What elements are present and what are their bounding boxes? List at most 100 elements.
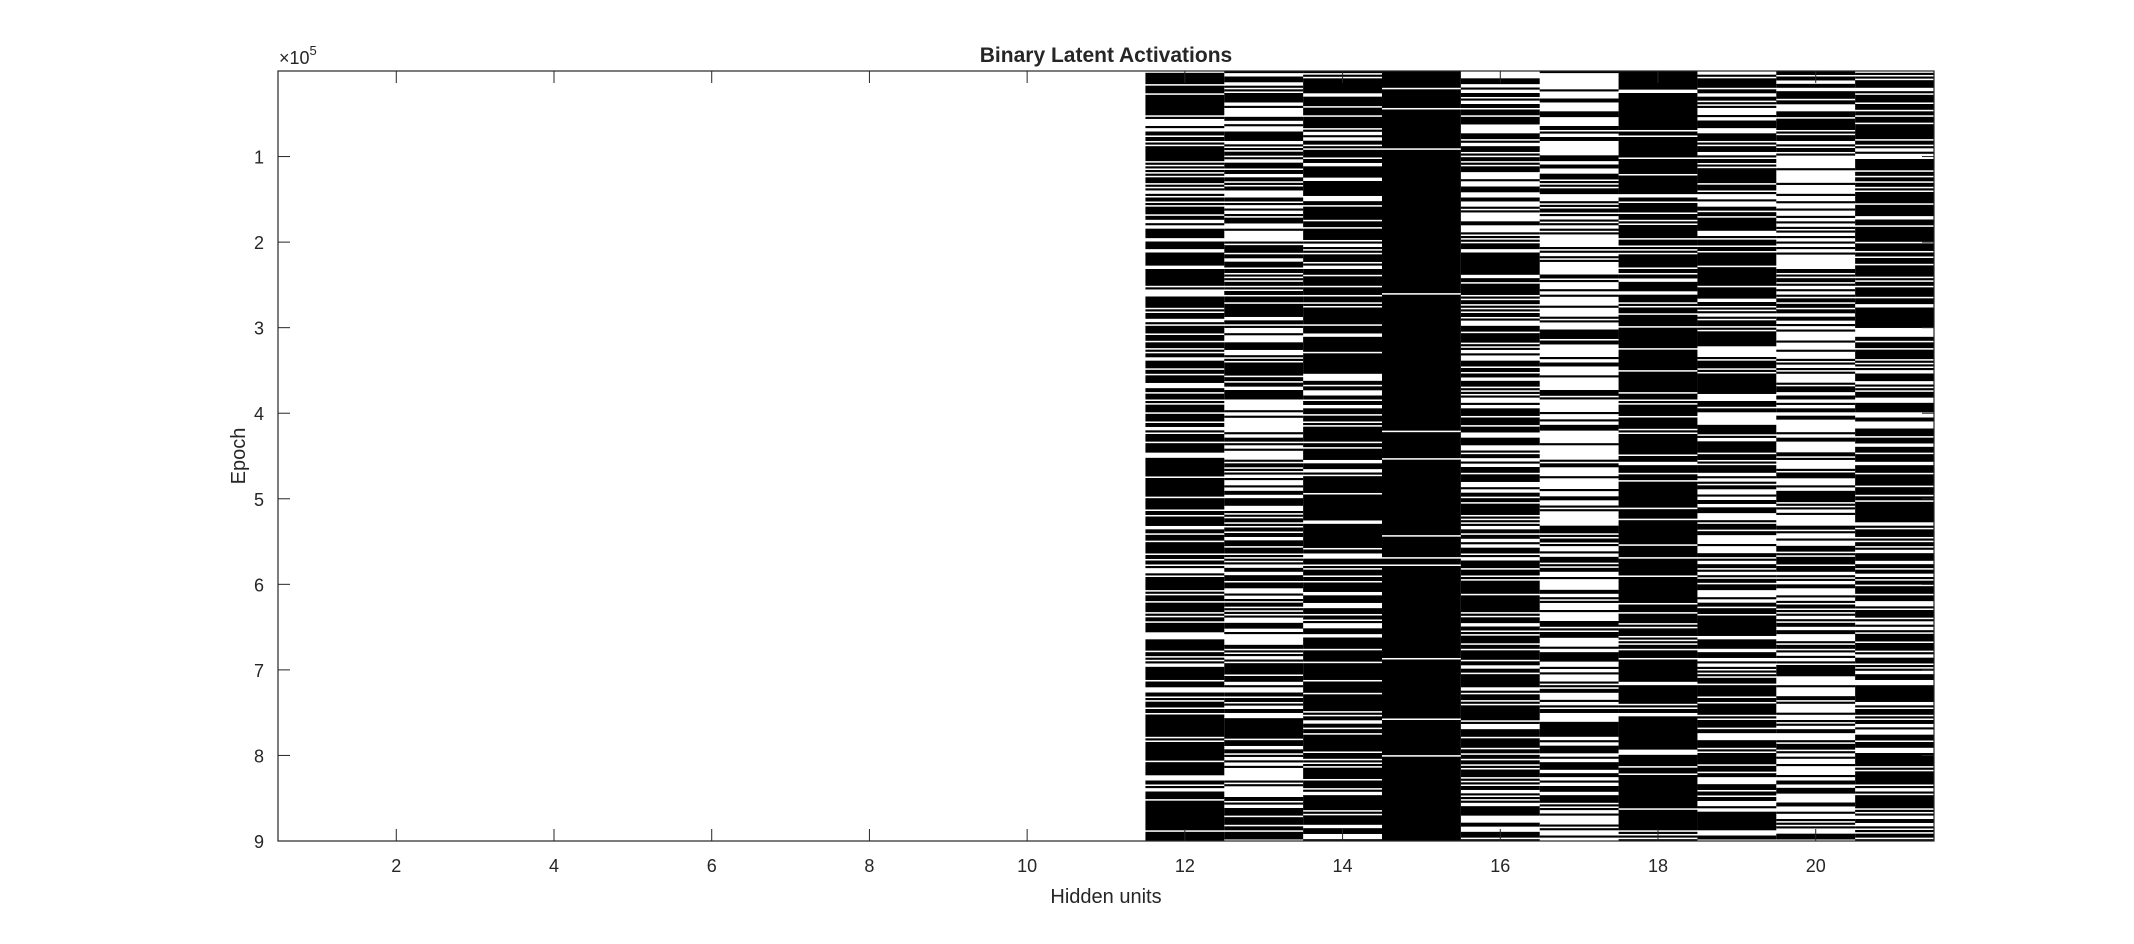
activation-band <box>1539 795 1619 803</box>
activation-band <box>1855 727 1934 730</box>
activation-band <box>1539 685 1619 688</box>
activation-band <box>1460 221 1540 226</box>
activation-band <box>1776 395 1856 400</box>
activation-band <box>1145 566 1225 569</box>
activation-band <box>1539 305 1619 308</box>
activation-band <box>1697 146 1777 152</box>
activation-band <box>1145 287 1225 290</box>
activation-band <box>1460 516 1540 519</box>
activation-band <box>1776 665 1856 677</box>
activation-band <box>1460 239 1540 242</box>
activation-band <box>1776 241 1856 244</box>
y-tick-label: 2 <box>254 233 264 253</box>
activation-band <box>1618 520 1698 545</box>
activation-band <box>1145 555 1225 559</box>
activation-band <box>1145 215 1225 220</box>
activation-band <box>1618 314 1698 327</box>
activation-band <box>1145 335 1225 341</box>
activation-band <box>1460 547 1540 554</box>
activation-band <box>1855 243 1934 251</box>
activation-band <box>1539 247 1619 250</box>
activation-band <box>1224 593 1304 596</box>
activation-band <box>1855 384 1934 387</box>
activation-band <box>1855 595 1934 602</box>
activation-band <box>1460 595 1540 613</box>
activation-band <box>1224 485 1304 488</box>
activation-band <box>1145 388 1225 393</box>
activation-band <box>1776 556 1856 565</box>
activation-band <box>1697 677 1777 684</box>
activation-band <box>1855 391 1934 398</box>
activation-band <box>1224 498 1304 506</box>
activation-band <box>1460 797 1540 800</box>
activation-band <box>1776 437 1856 442</box>
activation-band <box>1303 166 1382 178</box>
activation-band <box>1145 529 1225 534</box>
activation-band <box>1539 463 1619 468</box>
activation-band <box>1697 192 1777 195</box>
activation-band <box>1145 791 1225 800</box>
activation-band <box>1618 269 1698 273</box>
activation-band <box>1539 357 1619 360</box>
activation-band <box>1618 509 1698 519</box>
activation-band <box>1855 819 1934 823</box>
activation-band <box>1855 657 1934 664</box>
activation-band <box>1303 96 1382 107</box>
activation-band <box>1145 360 1225 369</box>
activation-band <box>1776 604 1856 609</box>
activation-band <box>1855 287 1934 297</box>
activation-band <box>1460 617 1540 624</box>
activation-band <box>1303 764 1382 767</box>
activation-band <box>1224 358 1304 361</box>
activation-band <box>1776 278 1856 283</box>
activation-band <box>1303 287 1382 295</box>
activation-band <box>1776 538 1856 541</box>
activation-band <box>1460 206 1540 209</box>
activation-band <box>1539 496 1619 501</box>
activation-band <box>1776 252 1856 255</box>
activation-band <box>1224 709 1304 713</box>
activation-band <box>1697 465 1777 473</box>
activation-band <box>1460 487 1540 490</box>
activation-band <box>1697 120 1777 129</box>
activation-band <box>1618 327 1698 349</box>
activation-band <box>1303 795 1382 811</box>
activation-band <box>1303 303 1382 306</box>
activation-band <box>1618 604 1698 613</box>
activation-band <box>1460 162 1540 165</box>
activation-band <box>1145 241 1225 250</box>
activation-band <box>1697 247 1777 251</box>
activation-band <box>1224 540 1304 547</box>
activation-band <box>1145 166 1225 169</box>
activation-band <box>1303 423 1382 426</box>
activation-band <box>1776 100 1856 105</box>
activation-band <box>1539 489 1619 492</box>
activation-band <box>1855 771 1934 785</box>
activation-band <box>1224 261 1304 268</box>
activation-band <box>1618 303 1698 306</box>
activation-band <box>1460 800 1540 803</box>
activation-band <box>1460 580 1540 594</box>
activation-band <box>1460 534 1540 539</box>
activation-band <box>1697 602 1777 607</box>
activation-band <box>1303 78 1382 94</box>
activation-band <box>1776 622 1856 627</box>
activation-band <box>1145 269 1225 286</box>
activation-band <box>1697 674 1777 677</box>
activation-band <box>1855 813 1934 816</box>
activation-band <box>1697 331 1777 347</box>
activation-band <box>1776 507 1856 510</box>
activation-band <box>1776 274 1856 277</box>
activation-band <box>1145 252 1225 266</box>
activation-band <box>1776 490 1856 503</box>
activation-band <box>1776 584 1856 589</box>
activation-band <box>1539 551 1619 554</box>
activation-band <box>1145 701 1225 708</box>
activation-band <box>1382 558 1461 565</box>
activation-band <box>1697 199 1777 202</box>
activation-band <box>1855 336 1934 341</box>
activation-band <box>1855 124 1934 140</box>
activation-band <box>1145 780 1225 785</box>
activation-band <box>1618 481 1698 508</box>
activation-band <box>1776 723 1856 726</box>
